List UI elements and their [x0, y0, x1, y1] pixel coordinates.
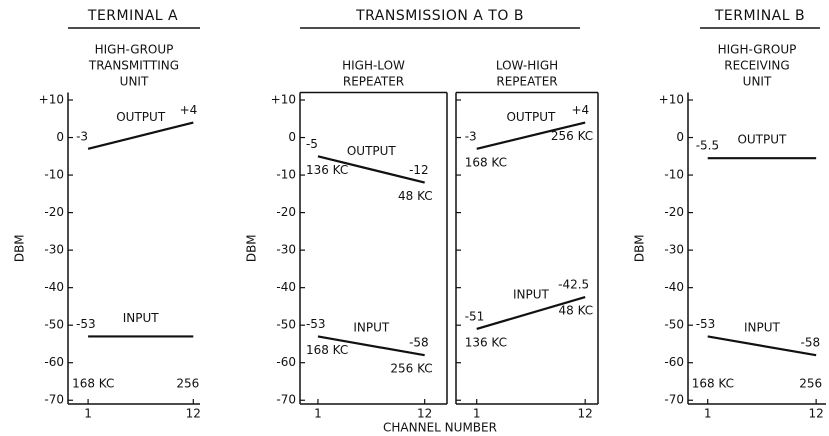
value-label: -5.5: [696, 139, 719, 153]
value-label: +4: [571, 103, 589, 117]
y-tick-label: -60: [44, 355, 64, 369]
series-name: INPUT: [123, 311, 160, 325]
y-tick-label: -10: [44, 168, 64, 182]
series-line: [317, 155, 425, 184]
end-label: 256 KC: [551, 129, 593, 143]
end-label: 48 KC: [558, 304, 593, 318]
value-label: -53: [696, 317, 716, 331]
panel-title: HIGH-LOW: [342, 59, 405, 73]
y-tick-label: -50: [276, 318, 296, 332]
end-label: 256 KC: [390, 362, 432, 376]
x-tick-label: 1: [84, 407, 92, 421]
panel-title: RECEIVING: [724, 59, 789, 73]
y-tick-label: -50: [664, 318, 684, 332]
y-tick-label: -70: [664, 393, 684, 407]
series-name: OUTPUT: [347, 144, 397, 158]
series-name: INPUT: [744, 320, 781, 334]
value-label: -3: [465, 129, 477, 143]
series-line: [476, 295, 586, 330]
end-label: 168 KC: [465, 155, 507, 169]
end-label: 168 KC: [692, 377, 734, 391]
end-label: 256: [176, 377, 199, 391]
y-tick-label: -50: [44, 318, 64, 332]
panel-title: HIGH-GROUP: [95, 43, 174, 57]
y-tick-label: 0: [288, 130, 296, 144]
end-label: 168 KC: [306, 343, 348, 357]
y-tick-label: -40: [276, 280, 296, 294]
y-tick-label: -10: [276, 168, 296, 182]
end-label: 48 KC: [398, 189, 433, 203]
x-tick-label: 1: [704, 407, 712, 421]
value-label: -12: [409, 163, 429, 177]
value-label: -51: [465, 309, 485, 323]
series-line: [87, 121, 194, 150]
series-line: [317, 335, 425, 357]
x-tick-label: 12: [417, 407, 432, 421]
y-tick-label: -30: [276, 243, 296, 257]
value-label: -58: [801, 336, 821, 350]
panel-title: REPEATER: [343, 75, 404, 89]
y-axis-label: DBM: [13, 234, 27, 262]
end-label: 168 KC: [72, 377, 114, 391]
series-name: OUTPUT: [506, 110, 556, 124]
series-line: [476, 121, 586, 150]
y-tick-label: -70: [276, 393, 296, 407]
series-name: INPUT: [513, 287, 550, 301]
x-tick-label: 12: [186, 407, 201, 421]
y-tick-label: -70: [44, 393, 64, 407]
panel-title: HIGH-GROUP: [718, 43, 797, 57]
series-name: INPUT: [353, 320, 390, 334]
x-tick-label: 1: [473, 407, 481, 421]
heading: TERMINAL A: [87, 8, 178, 24]
series-name: OUTPUT: [737, 133, 787, 147]
y-tick-label: +10: [271, 93, 296, 107]
value-label: -3: [76, 129, 88, 143]
series-name: OUTPUT: [116, 110, 166, 124]
y-tick-label: -20: [276, 205, 296, 219]
x-tick-label: 12: [578, 407, 593, 421]
series-line: [707, 335, 817, 357]
y-tick-label: -10: [664, 168, 684, 182]
y-tick-label: -20: [664, 205, 684, 219]
y-axis-label: DBM: [633, 234, 647, 262]
y-tick-label: -20: [44, 205, 64, 219]
panel-title: UNIT: [120, 75, 149, 89]
y-tick-label: 0: [676, 130, 684, 144]
panel-title: LOW-HIGH: [496, 59, 558, 73]
heading: TRANSMISSION A TO B: [355, 8, 524, 24]
y-tick-label: +10: [659, 93, 684, 107]
value-label: -53: [306, 317, 326, 331]
value-label: -42.5: [558, 278, 589, 292]
y-tick-label: +10: [39, 93, 64, 107]
y-tick-label: -30: [44, 243, 64, 257]
heading: TERMINAL B: [714, 8, 805, 24]
panel-title: REPEATER: [496, 75, 557, 89]
y-tick-label: -30: [664, 243, 684, 257]
panel-title: TRANSMITTING: [88, 59, 179, 73]
y-tick-label: -40: [664, 280, 684, 294]
end-label: 256: [799, 377, 822, 391]
x-tick-label: 12: [809, 407, 824, 421]
end-label: 136 KC: [306, 163, 348, 177]
value-label: -5: [306, 137, 318, 151]
y-axis-label: DBM: [245, 234, 259, 262]
value-label: -53: [76, 317, 96, 331]
y-tick-label: -60: [276, 355, 296, 369]
value-label: +4: [180, 103, 198, 117]
x-axis-label: CHANNEL NUMBER: [383, 421, 497, 435]
y-tick-label: -40: [44, 280, 64, 294]
y-tick-label: 0: [56, 130, 64, 144]
value-label: -58: [409, 336, 429, 350]
y-tick-label: -60: [664, 355, 684, 369]
x-tick-label: 1: [314, 407, 322, 421]
end-label: 136 KC: [465, 335, 507, 349]
panel-title: UNIT: [743, 75, 772, 89]
